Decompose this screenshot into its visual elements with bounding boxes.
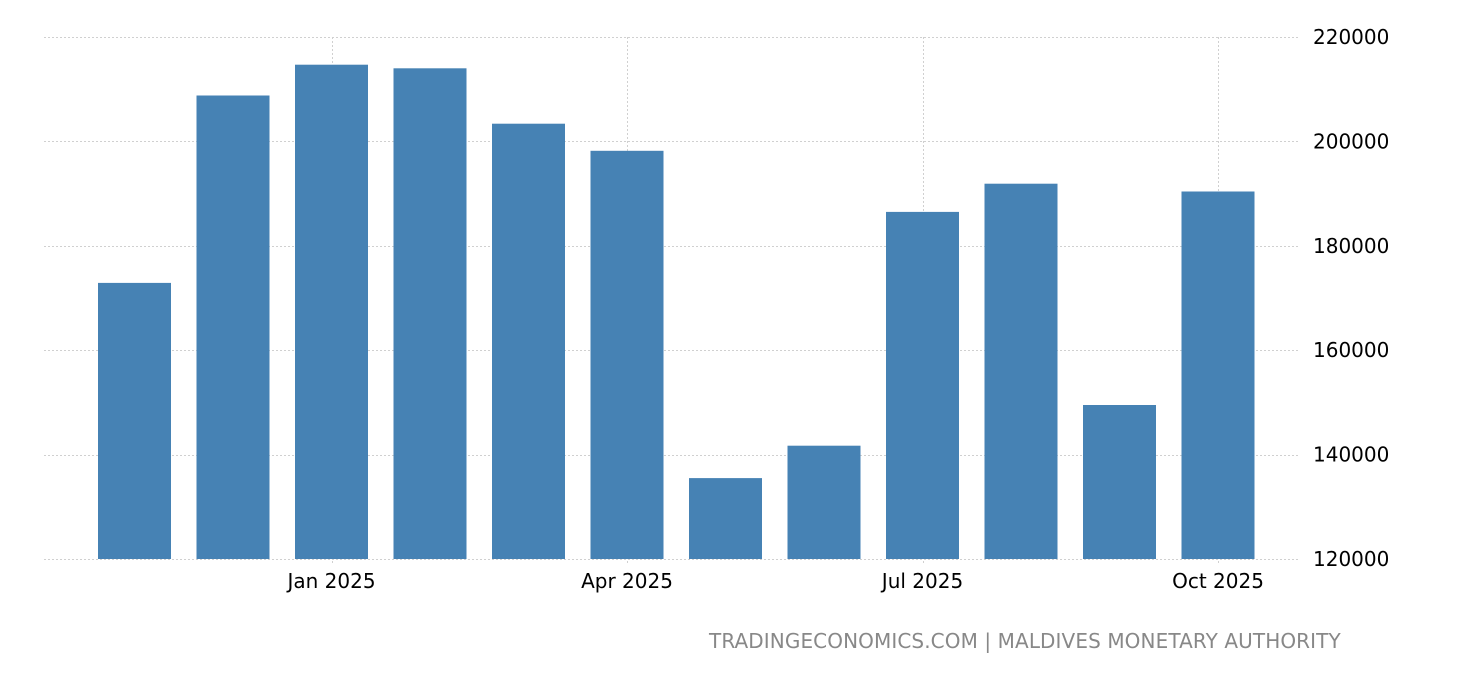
bar-nov-2024[interactable] — [98, 282, 171, 559]
source-label: TRADINGECONOMICS.COM | MALDIVES MONETARY… — [709, 629, 1341, 653]
y-tick-label: 160000 — [1313, 338, 1389, 362]
bar-sep-2025[interactable] — [1083, 405, 1156, 559]
x-tick-label: Jan 2025 — [285, 569, 375, 593]
bar-jul-2025[interactable] — [886, 211, 959, 559]
bar-feb-2025[interactable] — [393, 68, 467, 560]
bar-oct-2025[interactable] — [1181, 191, 1255, 560]
bar-jun-2025[interactable] — [787, 445, 861, 559]
y-tick-label: 200000 — [1313, 129, 1389, 153]
bar-jan-2025[interactable] — [295, 64, 368, 559]
y-tick-label: 140000 — [1313, 443, 1389, 467]
y-tick-label: 180000 — [1313, 234, 1389, 258]
bar-may-2025[interactable] — [689, 478, 762, 559]
bars — [98, 64, 1255, 560]
bar-apr-2025[interactable] — [590, 150, 664, 560]
y-tick-label: 120000 — [1313, 547, 1389, 571]
y-axis: 220000 200000 180000 160000 140000 120000 — [1313, 25, 1389, 571]
x-tick-label: Apr 2025 — [581, 569, 673, 593]
bar-aug-2025[interactable] — [984, 183, 1058, 559]
x-tick-label: Oct 2025 — [1172, 569, 1264, 593]
y-tick-label: 220000 — [1313, 25, 1389, 49]
x-tick-label: Jul 2025 — [880, 569, 963, 593]
bar-dec-2024[interactable] — [196, 95, 270, 560]
bar-mar-2025[interactable] — [492, 123, 565, 559]
x-axis: Jan 2025 Apr 2025 Jul 2025 Oct 2025 — [285, 569, 1263, 593]
